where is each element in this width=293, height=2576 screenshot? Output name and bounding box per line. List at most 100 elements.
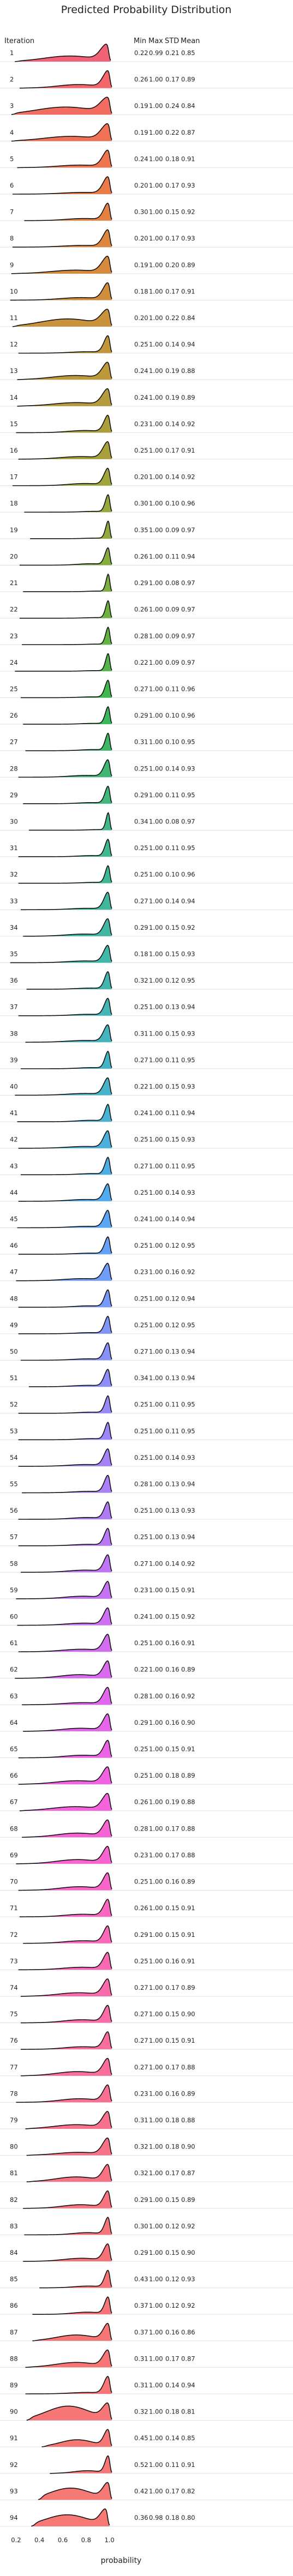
stat-min: 0.25 <box>134 1427 148 1435</box>
stat-max: 1.00 <box>149 1507 163 1514</box>
iteration-label: 52 <box>10 1401 18 1409</box>
stat-min: 0.25 <box>134 1003 148 1011</box>
density-outline <box>15 653 112 672</box>
stat-max: 1.00 <box>149 473 163 481</box>
density-outline <box>26 2164 112 2182</box>
iteration-label: 92 <box>10 2461 18 2469</box>
stat-min: 0.35 <box>134 526 148 534</box>
iteration-label: 83 <box>10 2222 18 2230</box>
ridge-row: 23 <box>0 626 293 646</box>
ridge-row: 28 <box>0 759 293 778</box>
iteration-label: 3 <box>10 102 14 110</box>
stat-max: 1.00 <box>149 1957 163 1965</box>
density-area <box>18 998 112 1016</box>
stat-min: 0.29 <box>134 1719 148 1726</box>
ridge-row: 18 <box>0 494 293 513</box>
stat-mean: 0.95 <box>181 791 195 799</box>
stat-max: 1.00 <box>149 1480 163 1488</box>
density-area <box>18 839 112 857</box>
stat-std: 0.11 <box>165 1162 180 1170</box>
stat-max: 1.00 <box>149 2461 163 2469</box>
density-outline <box>25 2376 112 2394</box>
stat-min: 0.25 <box>134 1401 148 1409</box>
iteration-label: 64 <box>10 1719 18 1726</box>
stat-min: 0.26 <box>134 552 148 560</box>
ridge-row: 4 <box>0 123 293 142</box>
density-outline <box>22 1819 112 1838</box>
density-area <box>18 1952 112 1970</box>
stat-std: 0.10 <box>165 871 180 878</box>
density-outline <box>25 732 112 751</box>
stat-min: 0.36 <box>134 2514 148 2521</box>
stat-max: 1.00 <box>149 499 163 507</box>
iteration-label: 10 <box>10 287 18 295</box>
stat-max: 1.00 <box>149 1878 163 1886</box>
iteration-label: 17 <box>10 473 18 481</box>
stat-min: 0.31 <box>134 2116 148 2124</box>
iteration-label: 48 <box>10 1295 18 1302</box>
stat-max: 1.00 <box>149 1374 163 1382</box>
density-outline <box>19 1792 112 1811</box>
stat-max: 1.00 <box>149 526 163 534</box>
ridge-row: 17 <box>0 467 293 486</box>
stat-mean: 0.88 <box>181 2063 195 2071</box>
stat-min: 0.27 <box>134 1348 148 1356</box>
stat-min: 0.20 <box>134 234 148 242</box>
stat-max: 1.00 <box>149 2355 163 2362</box>
ridge-row: 8 <box>0 229 293 248</box>
stat-min: 0.27 <box>134 1056 148 1064</box>
stat-std: 0.09 <box>165 526 180 534</box>
stat-min: 0.32 <box>134 977 148 984</box>
density-area <box>16 1846 112 1864</box>
stat-mean: 0.95 <box>181 977 195 984</box>
ridge-row: 26 <box>0 706 293 725</box>
iteration-label: 35 <box>10 950 18 958</box>
stat-mean: 0.88 <box>181 367 195 375</box>
iteration-label: 45 <box>10 1215 18 1223</box>
iteration-label: 30 <box>10 817 18 825</box>
stat-std: 0.18 <box>165 1772 180 1779</box>
stat-mean: 0.91 <box>181 287 195 295</box>
density-outline <box>20 892 112 911</box>
stat-min: 0.32 <box>134 2408 148 2416</box>
stat-min: 0.23 <box>134 2090 148 2097</box>
iteration-label: 20 <box>10 552 18 560</box>
stat-mean: 0.97 <box>181 579 195 587</box>
density-outline <box>20 1554 112 1573</box>
density-outline <box>32 2296 112 2315</box>
density-outline <box>24 202 112 221</box>
density-outline <box>12 309 112 327</box>
stat-std: 0.15 <box>165 1613 180 1621</box>
iteration-label: 28 <box>10 765 18 772</box>
stat-std: 0.17 <box>165 1825 180 1832</box>
stat-max: 1.00 <box>149 1268 163 1276</box>
density-outline <box>50 2455 112 2474</box>
stat-std: 0.15 <box>165 1586 180 1594</box>
density-outline <box>19 1899 112 1917</box>
stat-mean: 0.97 <box>181 526 195 534</box>
ridge-row: 82 <box>0 2190 293 2209</box>
density-outline <box>18 1236 112 1255</box>
stat-min: 0.18 <box>134 950 148 958</box>
iteration-label: 71 <box>10 1904 18 1912</box>
stat-std: 0.17 <box>165 2487 180 2495</box>
chart-title: Predicted Probability Distribution <box>61 4 232 16</box>
stat-max: 1.00 <box>149 287 163 295</box>
density-outline <box>15 1077 112 1096</box>
ridge-row: 49 <box>0 1315 293 1334</box>
density-area <box>50 2455 112 2473</box>
density-area <box>17 1210 112 1228</box>
stat-mean: 0.93 <box>181 1136 195 1143</box>
stat-std: 0.17 <box>165 76 180 83</box>
stat-std: 0.22 <box>165 314 180 322</box>
stat-min: 0.24 <box>134 367 148 375</box>
density-outline <box>22 626 112 646</box>
density-outline <box>25 2111 112 2129</box>
stat-mean: 0.93 <box>181 1507 195 1514</box>
iteration-label: 88 <box>10 2355 18 2362</box>
stat-min: 0.27 <box>134 897 148 905</box>
stat-min: 0.25 <box>134 1295 148 1302</box>
stats-table: 0.22 0.99 0.21 0.850.26 1.00 0.17 0.890.19 1.00… <box>134 49 195 2521</box>
density-outline <box>24 2217 112 2236</box>
density-area <box>20 1157 112 1175</box>
